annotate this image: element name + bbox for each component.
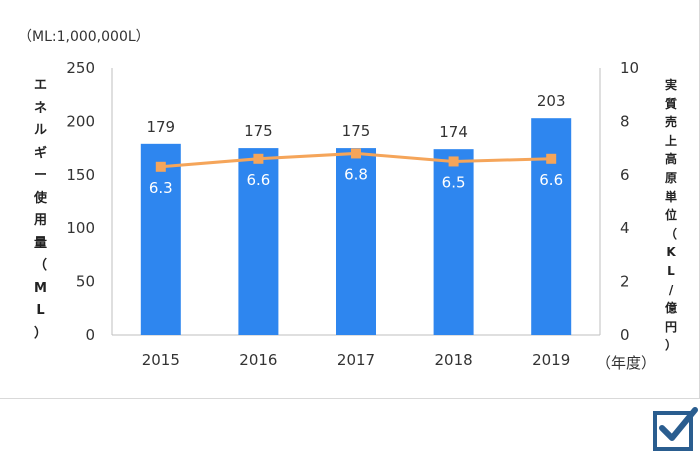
y-left-tick-label: 150 — [66, 166, 95, 184]
bar-data-label: 203 — [537, 92, 566, 110]
bar — [531, 118, 572, 335]
x-axis-label: （年度） — [596, 354, 657, 372]
bar — [238, 148, 279, 335]
line-data-label: 6.6 — [246, 171, 270, 189]
y-left-tick-label: 50 — [76, 273, 95, 291]
bar-data-label: 179 — [146, 118, 175, 136]
x-tick-label: 2018 — [435, 351, 473, 369]
line-data-label: 6.6 — [539, 171, 563, 189]
y-left-tick-label: 200 — [66, 112, 95, 130]
y-left-tick-label: 0 — [85, 326, 95, 344]
line-point — [253, 153, 264, 164]
line-data-label: 6.8 — [344, 165, 368, 183]
combo-chart: 0 50 100 150 200 250 0 2 4 6 8 10 179 175 175 174 203 201… — [66, 59, 639, 369]
line-data-label: 6.5 — [442, 173, 466, 191]
bar — [140, 143, 181, 335]
line-point — [155, 161, 166, 172]
x-tick-label: 2019 — [532, 351, 570, 369]
bar-data-label: 175 — [342, 122, 371, 140]
bar — [433, 149, 474, 335]
bar-data-label: 175 — [244, 122, 273, 140]
x-tick-label: 2017 — [337, 351, 375, 369]
line-data-label: 6.3 — [149, 179, 173, 197]
bar — [336, 148, 376, 335]
y-left-tick-label: 250 — [66, 59, 95, 77]
y-axis-left-label: エネルギー使用量（M L） — [34, 78, 48, 341]
y-right-tick-label: 0 — [620, 326, 630, 344]
y-left-tick-label: 100 — [66, 219, 95, 237]
y-right-tick-label: 8 — [620, 112, 630, 130]
unit-note: （ML:1,000,000L） — [18, 29, 150, 45]
line-point — [351, 148, 361, 159]
bar-data-label: 174 — [439, 123, 468, 141]
x-tick-label: 2016 — [239, 351, 277, 369]
x-tick-label: 2015 — [142, 351, 180, 369]
checkbox-check-icon — [652, 406, 698, 452]
y-right-tick-label: 10 — [620, 59, 639, 77]
y-right-tick-label: 6 — [620, 166, 630, 184]
line-point — [546, 153, 557, 164]
line-point — [448, 156, 459, 167]
y-axis-right-label: 実質売上高原単位（K L / 億円） — [665, 78, 678, 353]
y-right-tick-label: 4 — [620, 219, 630, 237]
y-right-tick-label: 2 — [620, 273, 630, 291]
